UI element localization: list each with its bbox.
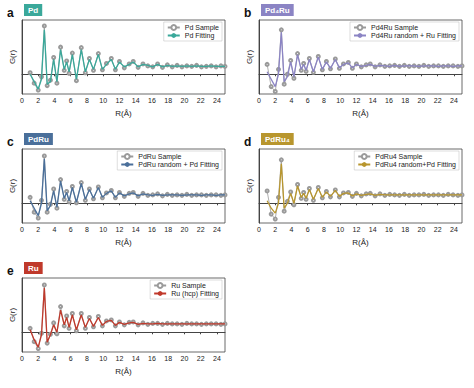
svg-text:R(Å): R(Å) (352, 109, 369, 118)
svg-text:G(r): G(r) (8, 50, 17, 65)
svg-text:6: 6 (69, 226, 73, 233)
svg-text:PdRu4 random+Pd Fitting: PdRu4 random+Pd Fitting (375, 161, 456, 169)
svg-text:20: 20 (181, 97, 189, 104)
svg-text:R(Å): R(Å) (115, 238, 132, 247)
svg-text:PdRu₄: PdRu₄ (265, 135, 290, 144)
svg-text:18: 18 (401, 97, 409, 104)
svg-text:R(Å): R(Å) (115, 109, 132, 118)
svg-text:22: 22 (197, 355, 205, 362)
svg-text:12: 12 (353, 226, 361, 233)
svg-text:R(Å): R(Å) (115, 367, 132, 376)
svg-text:R(Å): R(Å) (352, 238, 369, 247)
svg-text:0: 0 (20, 226, 24, 233)
svg-text:14: 14 (132, 97, 140, 104)
svg-text:G(r): G(r) (245, 50, 254, 65)
svg-text:14: 14 (132, 226, 140, 233)
svg-text:16: 16 (148, 226, 156, 233)
svg-text:4: 4 (290, 226, 294, 233)
svg-text:12: 12 (116, 97, 124, 104)
svg-text:18: 18 (164, 226, 172, 233)
svg-text:8: 8 (85, 226, 89, 233)
svg-text:Pd: Pd (28, 6, 38, 15)
svg-text:4: 4 (53, 355, 57, 362)
svg-text:4: 4 (53, 226, 57, 233)
svg-text:22: 22 (197, 226, 205, 233)
svg-text:20: 20 (418, 97, 426, 104)
svg-text:8: 8 (322, 97, 326, 104)
svg-text:8: 8 (322, 226, 326, 233)
svg-text:Ru: Ru (28, 264, 39, 273)
svg-text:6: 6 (306, 226, 310, 233)
svg-text:0: 0 (20, 355, 24, 362)
svg-text:24: 24 (213, 226, 221, 233)
svg-text:16: 16 (385, 97, 393, 104)
svg-text:0: 0 (20, 97, 24, 104)
svg-text:18: 18 (401, 226, 409, 233)
svg-text:6: 6 (306, 97, 310, 104)
svg-text:16: 16 (148, 355, 156, 362)
svg-text:Pd4Ru random + Ru Fitting: Pd4Ru random + Ru Fitting (371, 32, 456, 40)
svg-text:20: 20 (181, 226, 189, 233)
svg-text:PdRu4 Sample: PdRu4 Sample (375, 153, 422, 161)
svg-text:24: 24 (450, 97, 458, 104)
svg-text:8: 8 (85, 355, 89, 362)
svg-text:20: 20 (181, 355, 189, 362)
svg-text:4: 4 (290, 97, 294, 104)
svg-text:10: 10 (336, 97, 344, 104)
svg-text:10: 10 (99, 355, 107, 362)
svg-text:PdRu: PdRu (28, 135, 49, 144)
svg-text:e: e (7, 264, 14, 278)
svg-text:22: 22 (197, 97, 205, 104)
svg-text:10: 10 (336, 226, 344, 233)
svg-text:G(r): G(r) (8, 179, 17, 194)
svg-text:20: 20 (418, 226, 426, 233)
svg-text:2: 2 (273, 97, 277, 104)
svg-text:16: 16 (148, 97, 156, 104)
svg-text:12: 12 (353, 97, 361, 104)
svg-text:Pd4Ru Sample: Pd4Ru Sample (371, 24, 418, 32)
svg-text:24: 24 (213, 97, 221, 104)
svg-text:22: 22 (434, 226, 442, 233)
svg-text:2: 2 (36, 97, 40, 104)
svg-text:14: 14 (369, 97, 377, 104)
svg-text:12: 12 (116, 226, 124, 233)
svg-text:14: 14 (369, 226, 377, 233)
svg-text:b: b (244, 6, 251, 20)
svg-text:4: 4 (53, 97, 57, 104)
svg-text:0: 0 (257, 226, 261, 233)
svg-text:PdRu random + Pd Fitting: PdRu random + Pd Fitting (138, 161, 219, 169)
svg-text:2: 2 (36, 355, 40, 362)
svg-text:Ru (hcp) Fitting: Ru (hcp) Fitting (171, 290, 219, 298)
svg-text:G(r): G(r) (8, 308, 17, 323)
svg-text:18: 18 (164, 97, 172, 104)
svg-text:18: 18 (164, 355, 172, 362)
svg-text:c: c (7, 135, 14, 149)
svg-text:Pd Fitting: Pd Fitting (185, 32, 215, 40)
svg-text:22: 22 (434, 97, 442, 104)
svg-text:a: a (7, 6, 14, 20)
svg-text:16: 16 (385, 226, 393, 233)
svg-text:6: 6 (69, 97, 73, 104)
svg-text:Pd Sample: Pd Sample (185, 24, 219, 32)
svg-text:24: 24 (213, 355, 221, 362)
svg-text:10: 10 (99, 97, 107, 104)
svg-text:2: 2 (273, 226, 277, 233)
svg-text:Pd₄Ru: Pd₄Ru (265, 6, 290, 15)
svg-text:14: 14 (132, 355, 140, 362)
svg-text:0: 0 (257, 97, 261, 104)
svg-text:12: 12 (116, 355, 124, 362)
svg-text:6: 6 (69, 355, 73, 362)
svg-text:2: 2 (36, 226, 40, 233)
svg-text:PdRu Sample: PdRu Sample (138, 153, 181, 161)
svg-text:Ru Sample: Ru Sample (171, 282, 206, 290)
svg-text:d: d (244, 135, 251, 149)
svg-text:G(r): G(r) (245, 179, 254, 194)
svg-text:24: 24 (450, 226, 458, 233)
svg-text:10: 10 (99, 226, 107, 233)
svg-text:8: 8 (85, 97, 89, 104)
